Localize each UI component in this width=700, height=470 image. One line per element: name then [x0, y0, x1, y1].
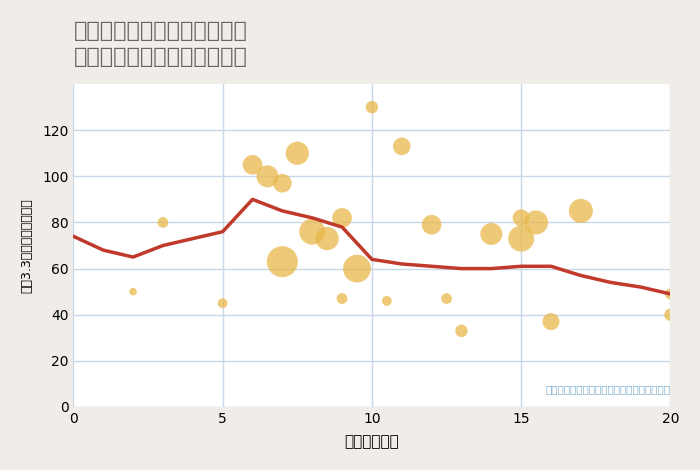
Point [382, 297, 393, 305]
Point [441, 295, 452, 302]
Point [276, 180, 288, 187]
Text: 愛知県稲沢市祖父江町上牧の
駅距離別中古マンション価格: 愛知県稲沢市祖父江町上牧の 駅距離別中古マンション価格 [74, 21, 247, 67]
Point [321, 235, 332, 243]
Point [456, 327, 467, 335]
Point [217, 299, 228, 307]
Point [575, 207, 587, 215]
Point [396, 142, 407, 150]
Point [337, 295, 348, 302]
X-axis label: 駅距離（分）: 駅距離（分） [344, 434, 399, 449]
Point [665, 311, 676, 319]
Point [247, 161, 258, 169]
Point [516, 235, 527, 243]
Point [307, 228, 318, 235]
Point [545, 318, 557, 325]
Point [127, 288, 139, 296]
Point [366, 103, 377, 111]
Point [292, 149, 303, 157]
Point [426, 221, 438, 228]
Y-axis label: 坪（3.3㎡）単価（万円）: 坪（3.3㎡）単価（万円） [21, 198, 34, 293]
Point [276, 258, 288, 266]
Text: 円の大きさは、取引のあった物件面積を示す: 円の大きさは、取引のあった物件面積を示す [545, 384, 671, 394]
Point [351, 265, 363, 272]
Point [262, 172, 273, 180]
Point [158, 219, 169, 226]
Point [516, 214, 527, 221]
Point [665, 290, 676, 298]
Point [531, 219, 542, 226]
Point [486, 230, 497, 238]
Point [337, 214, 348, 221]
